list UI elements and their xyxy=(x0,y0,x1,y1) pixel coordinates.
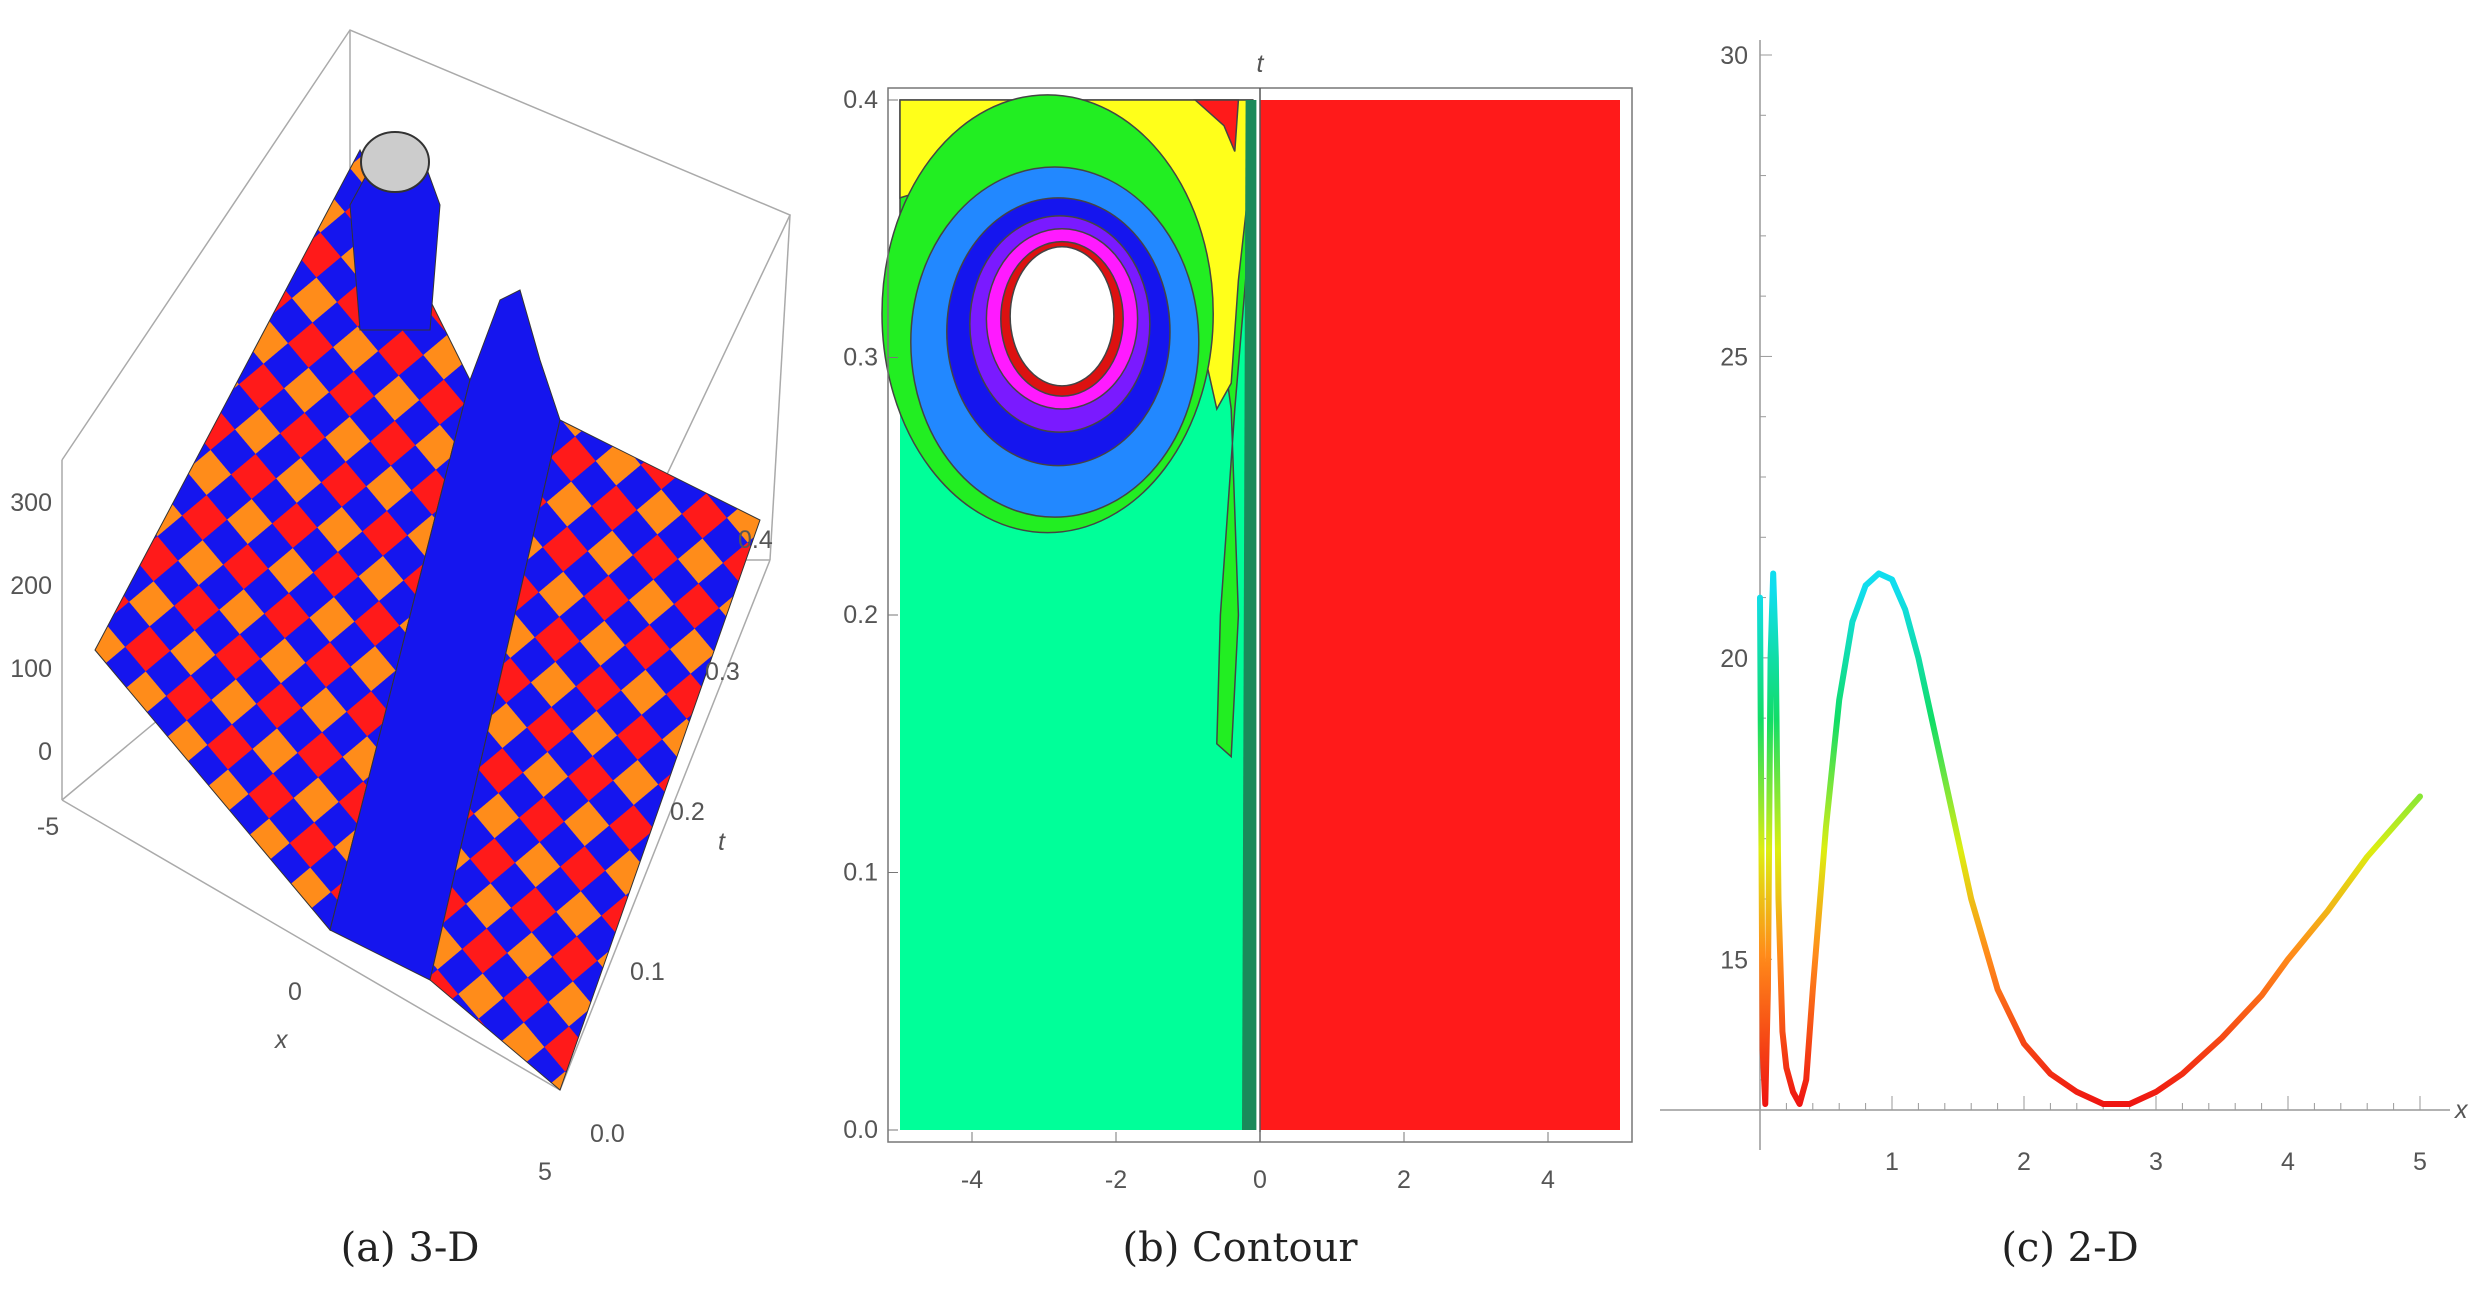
axes: 1 2 3 4 5x 15 20 25 30 xyxy=(1660,40,2469,1176)
y-tick-label: 20 xyxy=(1720,645,1748,673)
x-tick-label: 4 xyxy=(1541,1166,1555,1194)
y-axis-label: t xyxy=(1257,50,1265,78)
hole-white xyxy=(1009,246,1115,387)
y-tick-label: 0.1 xyxy=(843,859,878,887)
t-tick-label: 0.4 xyxy=(738,526,773,554)
contour-regions xyxy=(881,94,1620,1130)
x-tick-label: 0 xyxy=(1253,1166,1267,1194)
x-tick-label: -5 xyxy=(37,813,59,841)
x-tick-label: -4 xyxy=(961,1166,983,1194)
y-tick-label: 0.0 xyxy=(843,1116,878,1144)
x-axis-label: x xyxy=(2454,1096,2469,1124)
x-tick-label: 2 xyxy=(2017,1148,2031,1176)
series xyxy=(1757,570,2423,1107)
x-tick-label: 1 xyxy=(1885,1148,1899,1176)
x-tick-label: 2 xyxy=(1397,1166,1411,1194)
t-tick-label: 0.2 xyxy=(670,798,705,826)
z-tick-label: 100 xyxy=(10,655,52,683)
y-tick-label: 0.3 xyxy=(843,344,878,372)
x-tick-label: -2 xyxy=(1105,1166,1127,1194)
region-red-right xyxy=(1260,100,1620,1130)
axes: t -4 -2 0 2 4 0.0 0.1 0.2 0.3 0.4 xyxy=(843,50,1633,1194)
caption-2d: (c) 2-D xyxy=(2001,1225,2139,1271)
y-tick-label: 30 xyxy=(1720,42,1748,70)
z-tick-label: 200 xyxy=(10,572,52,600)
x-tick-label: 0 xyxy=(288,978,302,1006)
caption-3d: (a) 3-D xyxy=(340,1225,480,1271)
x-tick-label: 3 xyxy=(2149,1148,2163,1176)
contour-plot: t -4 -2 0 2 4 0.0 0.1 0.2 0.3 0.4 xyxy=(843,50,1633,1194)
region-red-notch xyxy=(1193,99,1240,152)
t-axis-label: t xyxy=(718,828,726,856)
t-tick-label: 0.1 xyxy=(630,958,665,986)
region-dark-strip xyxy=(1242,100,1257,1130)
t-tick-label: 0.0 xyxy=(590,1120,625,1148)
peak-cap xyxy=(360,131,430,193)
z-tick-label: 0 xyxy=(38,738,52,766)
caption-contour: (b) Contour xyxy=(1122,1225,1358,1271)
x-tick-label: 4 xyxy=(2281,1148,2295,1176)
series-line xyxy=(1757,570,2423,1107)
axis-ticks: 0 100 200 300 -5 0 5 x 0.0 0.1 0.2 0.3 0.4 t xyxy=(10,489,773,1186)
x-axis-label: x xyxy=(274,1026,289,1054)
surface-left-slope xyxy=(94,148,471,932)
surface-right-slope xyxy=(429,419,761,1091)
surface-plot: 0 100 200 300 -5 0 5 x 0.0 0.1 0.2 0.3 0.4 t xyxy=(10,29,792,1186)
line-plot: 1 2 3 4 5x 15 20 25 30 xyxy=(1660,40,2469,1176)
panel-2d: 1 2 3 4 5 x 15 20 25 30 (c) 2-D xyxy=(1660,0,2479,1299)
y-tick-label: 0.4 xyxy=(843,86,878,114)
x-tick-label: 5 xyxy=(538,1158,552,1186)
y-tick-label: 0.2 xyxy=(843,601,878,629)
y-tick-label: 25 xyxy=(1720,343,1748,371)
surface xyxy=(94,131,761,1091)
y-tick-label: 15 xyxy=(1720,946,1748,974)
x-tick-label: 5 xyxy=(2413,1148,2427,1176)
panel-3d: 0 100 200 300 -5 0 5 x 0.0 0.1 0.2 0.3 0.4 t (a) 3-D xyxy=(0,0,820,1299)
panel-contour: t -4 -2 0 2 4 0.0 0.1 0.2 0.3 0.4 (b) Contour xyxy=(830,0,1650,1299)
t-tick-label: 0.3 xyxy=(705,658,740,686)
z-tick-label: 300 xyxy=(10,489,52,517)
